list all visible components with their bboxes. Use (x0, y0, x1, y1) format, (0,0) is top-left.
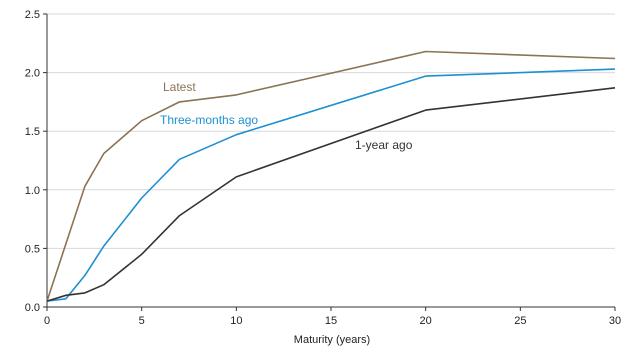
x-tick-label: 5 (139, 315, 145, 327)
x-tick-label: 0 (44, 315, 50, 327)
gridlines (47, 13, 615, 249)
axes (46, 14, 615, 308)
series-labels: Latest Three-months ago 1-year ago (160, 80, 413, 152)
y-tick-label: 0.0 (25, 302, 40, 314)
series-line-three-months-ago (46, 68, 616, 302)
y-tick-label: 2.0 (25, 68, 40, 80)
series-line-1-year-ago (46, 87, 616, 302)
series-label-latest: Latest (163, 80, 196, 94)
x-axis-ticks: 0 5 10 15 20 25 30 (44, 307, 621, 327)
series-line-latest (46, 50, 616, 302)
series-label-three-months-ago: Three-months ago (160, 113, 258, 127)
x-tick-label: 20 (420, 315, 432, 327)
y-tick-label: 0.5 (25, 243, 40, 255)
y-tick-label: 1.5 (25, 126, 40, 138)
x-tick-label: 15 (325, 315, 337, 327)
x-tick-label: 30 (609, 315, 621, 327)
series-label-1-year-ago: 1-year ago (355, 138, 413, 152)
y-tick-label: 1.0 (25, 185, 40, 197)
x-tick-label: 10 (230, 315, 242, 327)
x-tick-label: 25 (514, 315, 526, 327)
x-axis-title: Maturity (years) (294, 334, 370, 346)
y-axis-ticks: 0.0 0.5 1.0 1.5 2.0 2.5 (25, 9, 47, 314)
series-lines (46, 50, 616, 302)
y-tick-label: 2.5 (25, 9, 40, 21)
